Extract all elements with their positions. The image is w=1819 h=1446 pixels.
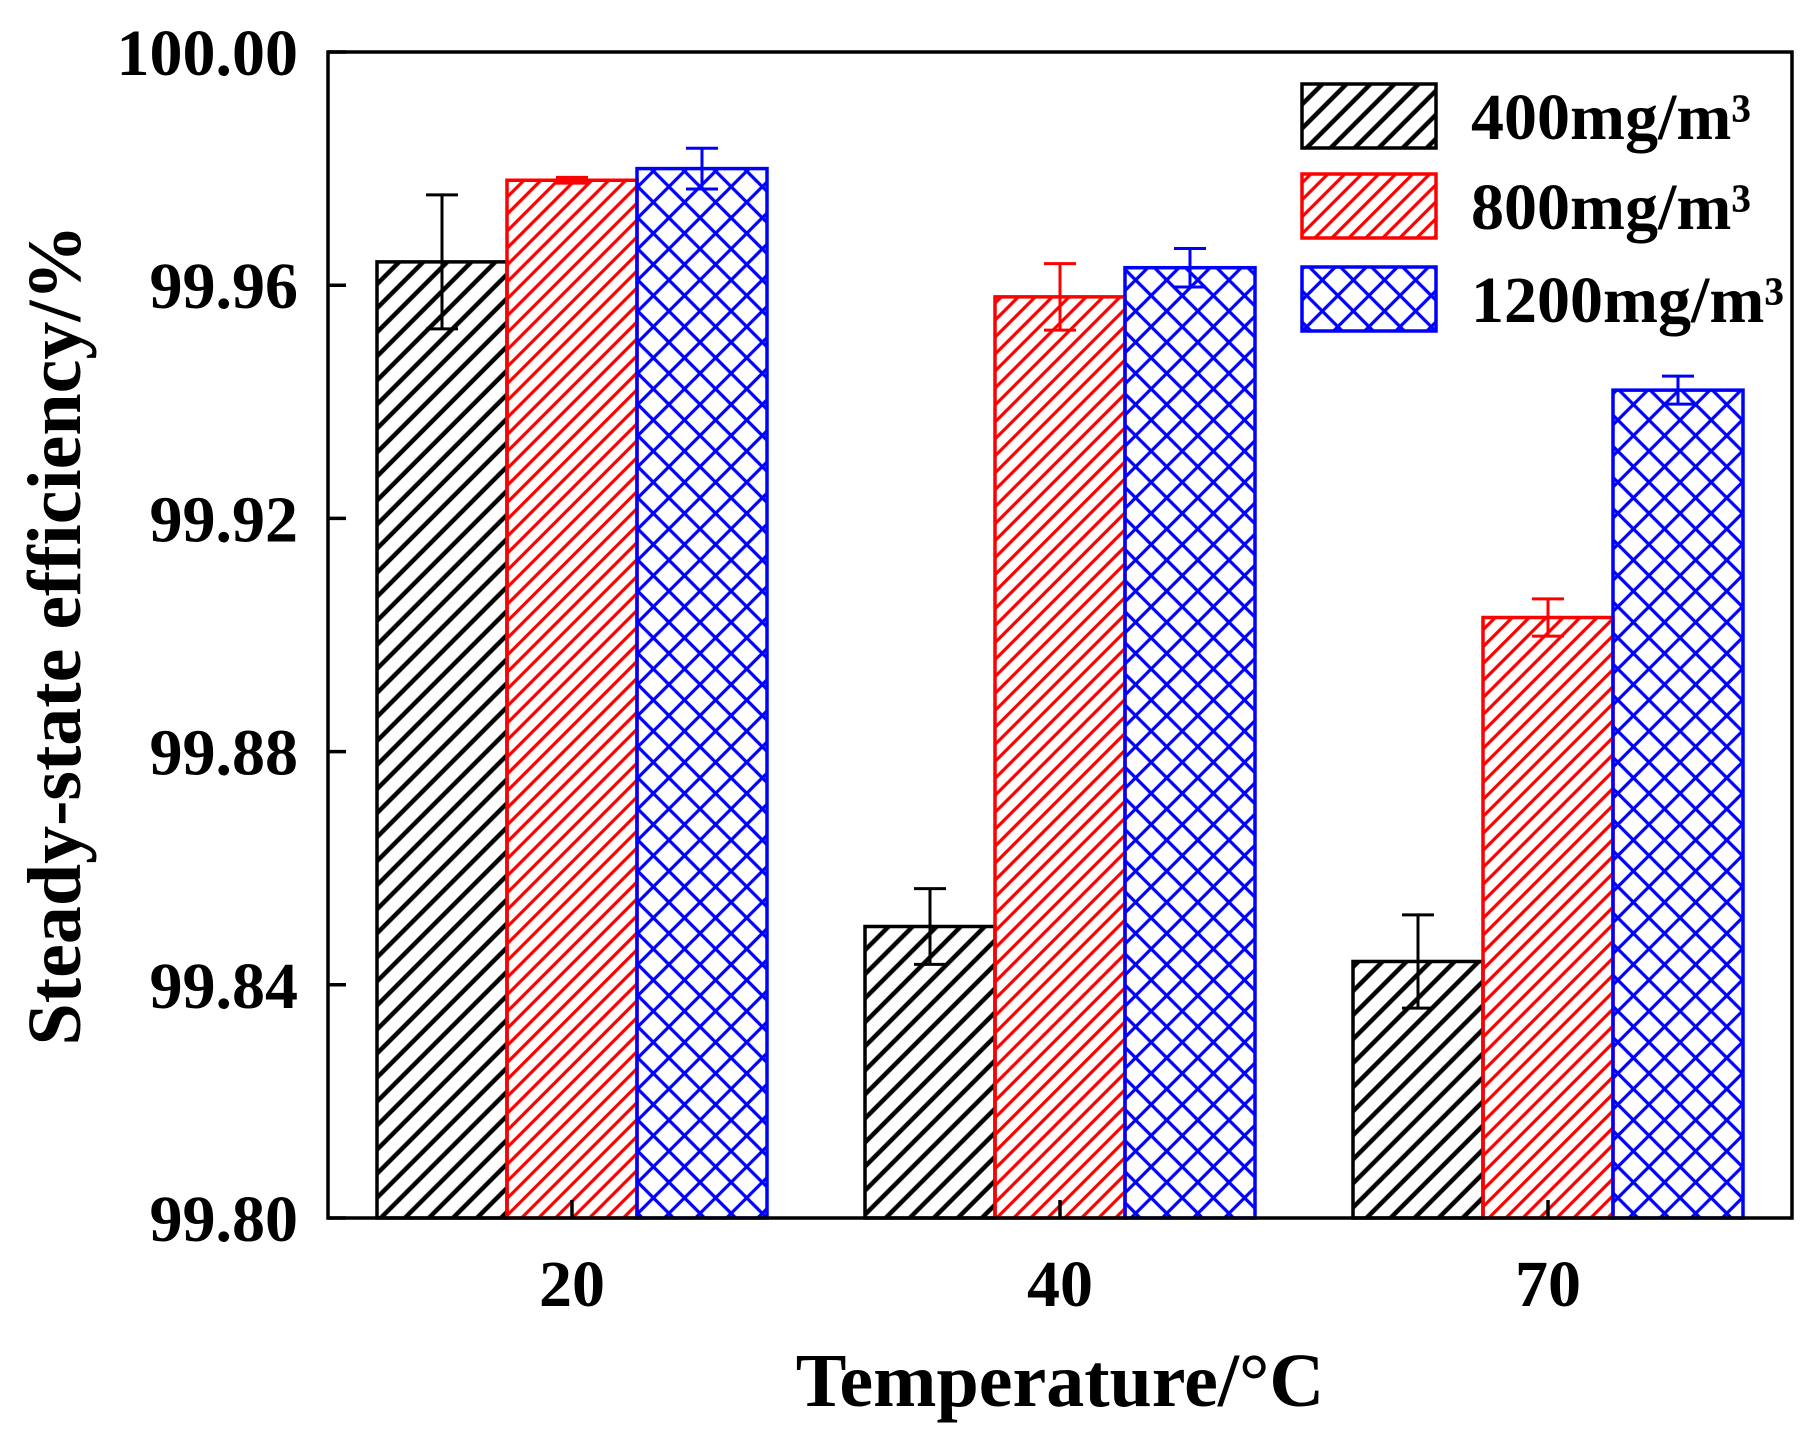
y-tick-label: 99.92 — [150, 483, 299, 556]
x-tick-label: 20 — [539, 1248, 605, 1321]
bar-series-1-category-70 — [1481, 615, 1615, 1220]
legend: 400mg/m³ 800mg/m³ 1200mg/m³ — [1300, 81, 1784, 337]
x-axis-label: Temperature/°C — [796, 1339, 1325, 1423]
x-tick-label: 70 — [1515, 1248, 1581, 1321]
y-tick-label: 99.84 — [150, 950, 299, 1023]
bar-series-0-category-20 — [375, 260, 509, 1220]
bar-series-1-category-20 — [505, 178, 639, 1220]
y-tick-label: 99.88 — [150, 717, 299, 790]
bar-series-2-category-20 — [635, 166, 769, 1220]
legend-label: 800mg/m³ — [1471, 171, 1751, 244]
error-bar — [426, 193, 458, 331]
legend-label: 1200mg/m³ — [1471, 264, 1784, 337]
x-tick-label: 40 — [1027, 1248, 1093, 1321]
y-tick-label: 100.00 — [117, 17, 299, 90]
legend-item: 800mg/m³ — [1300, 171, 1751, 244]
error-bar — [1662, 374, 1694, 406]
error-bar — [914, 887, 946, 966]
legend-label: 400mg/m³ — [1471, 81, 1751, 154]
bar-series-0-category-40 — [863, 924, 997, 1220]
legend-item: 1200mg/m³ — [1300, 264, 1784, 337]
bar-series-2-category-70 — [1611, 388, 1745, 1220]
error-bar — [556, 175, 588, 185]
bars — [375, 166, 1745, 1220]
bar-series-1-category-40 — [993, 295, 1127, 1220]
bar-series-2-category-40 — [1123, 265, 1257, 1220]
x-axis: 20 40 70 — [539, 1200, 1581, 1321]
y-tick-label: 99.96 — [150, 250, 299, 323]
legend-swatch — [1300, 172, 1438, 240]
error-bars — [426, 146, 1694, 1010]
y-axis-label: Steady-state efficiency/% — [13, 225, 97, 1046]
error-bar — [686, 146, 718, 191]
y-tick-label: 99.80 — [150, 1183, 299, 1256]
error-bar — [1402, 913, 1434, 1010]
legend-item: 400mg/m³ — [1300, 81, 1751, 154]
legend-swatch — [1300, 265, 1438, 333]
error-bar — [1044, 262, 1076, 332]
y-axis: 99.80 99.84 99.88 99.92 99.96 100.00 — [117, 17, 346, 1256]
error-bar — [1532, 597, 1564, 638]
legend-swatch — [1300, 82, 1438, 150]
error-bar — [1174, 246, 1206, 289]
